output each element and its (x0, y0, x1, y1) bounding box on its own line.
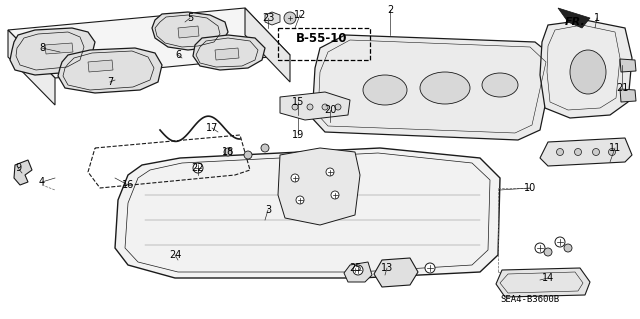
Text: 8: 8 (39, 43, 45, 53)
Polygon shape (265, 12, 280, 25)
Text: FR.: FR. (565, 17, 586, 27)
Polygon shape (215, 48, 239, 60)
Text: 10: 10 (524, 183, 536, 193)
Circle shape (575, 149, 582, 155)
Text: 18: 18 (222, 147, 234, 157)
Text: 9: 9 (15, 163, 21, 173)
Polygon shape (14, 160, 32, 185)
Polygon shape (344, 262, 372, 282)
Text: 16: 16 (122, 180, 134, 190)
Text: 22: 22 (192, 163, 204, 173)
Text: 14: 14 (542, 273, 554, 283)
Text: 23: 23 (262, 13, 274, 23)
Circle shape (296, 196, 304, 204)
Circle shape (244, 151, 252, 159)
Ellipse shape (420, 72, 470, 104)
Text: 1: 1 (594, 13, 600, 23)
Polygon shape (58, 48, 162, 93)
Text: 20: 20 (324, 105, 336, 115)
Ellipse shape (570, 50, 606, 94)
Polygon shape (8, 8, 290, 78)
Ellipse shape (482, 73, 518, 97)
Text: 3: 3 (265, 205, 271, 215)
Polygon shape (312, 35, 555, 140)
Circle shape (544, 248, 552, 256)
Polygon shape (10, 28, 95, 75)
Circle shape (322, 104, 328, 110)
Text: 4: 4 (39, 177, 45, 187)
Text: 19: 19 (292, 130, 304, 140)
Polygon shape (193, 35, 265, 70)
Polygon shape (245, 8, 290, 82)
Text: 2: 2 (387, 5, 393, 15)
Text: 25: 25 (349, 263, 361, 273)
Circle shape (557, 149, 563, 155)
Text: SEA4-B3600B: SEA4-B3600B (500, 295, 559, 305)
Polygon shape (540, 20, 632, 118)
Text: 24: 24 (169, 250, 181, 260)
Circle shape (353, 265, 363, 275)
Polygon shape (278, 148, 360, 225)
Ellipse shape (363, 75, 407, 105)
Polygon shape (8, 30, 55, 105)
Polygon shape (620, 59, 636, 72)
Circle shape (335, 104, 341, 110)
Polygon shape (540, 138, 632, 166)
Circle shape (564, 244, 572, 252)
Circle shape (425, 263, 435, 273)
Circle shape (284, 12, 296, 24)
Circle shape (261, 144, 269, 152)
Polygon shape (115, 148, 500, 278)
Circle shape (331, 191, 339, 199)
Circle shape (326, 168, 334, 176)
Text: 21: 21 (616, 83, 628, 93)
Polygon shape (496, 268, 590, 297)
Circle shape (535, 243, 545, 253)
Circle shape (593, 149, 600, 155)
Polygon shape (45, 43, 73, 54)
Circle shape (609, 149, 616, 155)
Text: 12: 12 (294, 10, 306, 20)
Circle shape (224, 148, 232, 156)
Text: B-55-10: B-55-10 (296, 32, 348, 44)
Polygon shape (620, 89, 636, 102)
Polygon shape (178, 26, 199, 38)
Text: 6: 6 (175, 50, 181, 60)
Circle shape (307, 104, 313, 110)
Text: 7: 7 (107, 77, 113, 87)
Circle shape (555, 237, 565, 247)
Circle shape (292, 104, 298, 110)
Polygon shape (152, 12, 228, 50)
Text: 5: 5 (187, 13, 193, 23)
Text: 15: 15 (292, 97, 304, 107)
Polygon shape (88, 60, 113, 72)
Text: 17: 17 (206, 123, 218, 133)
Polygon shape (280, 92, 350, 120)
Text: 13: 13 (381, 263, 393, 273)
Circle shape (193, 163, 203, 173)
Polygon shape (558, 8, 590, 28)
Polygon shape (374, 258, 418, 287)
Circle shape (291, 174, 299, 182)
Text: 11: 11 (609, 143, 621, 153)
